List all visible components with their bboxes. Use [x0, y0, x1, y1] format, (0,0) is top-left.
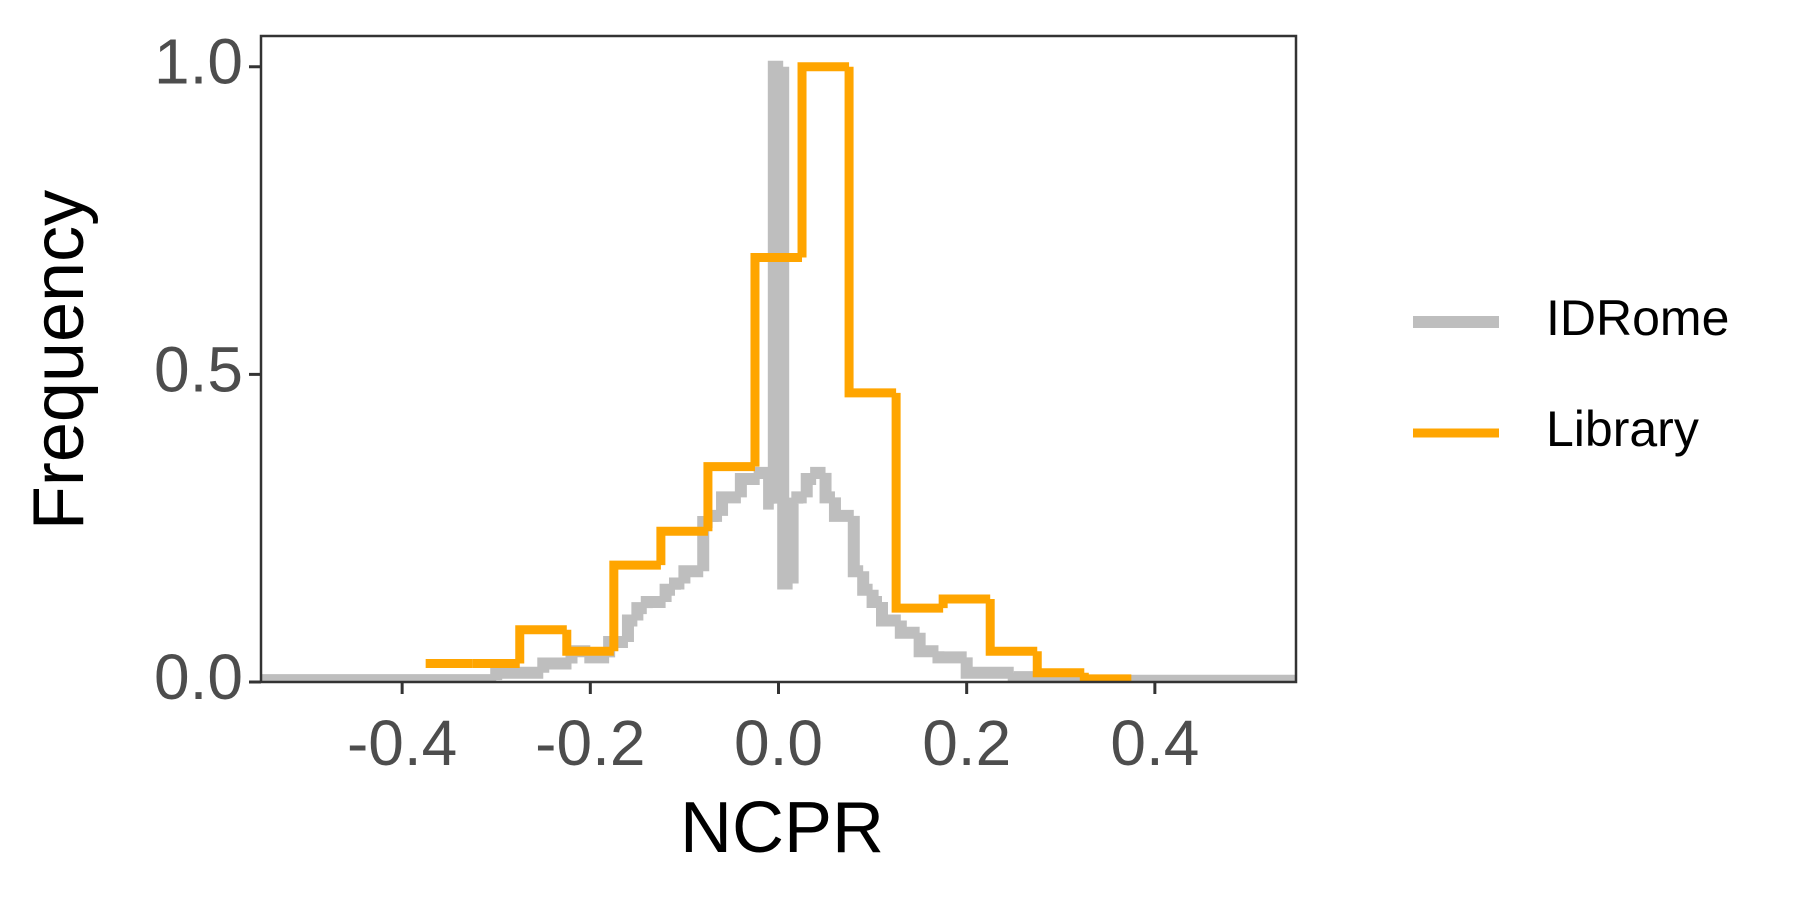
x-tick-label: -0.2 — [535, 707, 645, 779]
y-axis-title: Frequency — [19, 190, 99, 530]
histogram-step — [786, 497, 799, 584]
histogram-step — [800, 472, 817, 498]
histogram-step — [791, 491, 807, 504]
legend-label: IDRome — [1546, 290, 1729, 346]
histogram-step — [703, 462, 755, 532]
histogram-step — [866, 589, 882, 609]
histogram-step — [753, 466, 770, 479]
histogram-step — [669, 577, 685, 590]
x-tick-label: 0.4 — [1110, 707, 1199, 779]
histogram-step — [894, 620, 920, 639]
x-tick-label: -0.4 — [347, 707, 457, 779]
histogram-step — [716, 491, 741, 516]
histogram-step — [891, 392, 944, 613]
histogram-step — [819, 472, 835, 504]
histogram-step — [537, 657, 572, 673]
histogram-step — [490, 666, 544, 681]
histogram-step — [750, 252, 803, 467]
histogram-step — [857, 571, 873, 596]
histogram-step — [621, 614, 638, 643]
histogram-step — [659, 583, 675, 603]
histogram-step — [932, 651, 967, 664]
histogram-step — [734, 472, 760, 498]
histogram-step — [797, 62, 850, 258]
y-tick-label: 0.5 — [154, 333, 243, 405]
histogram-step — [828, 497, 854, 522]
histogram-step — [609, 560, 661, 652]
histogram-step — [960, 657, 1014, 679]
histogram-step — [515, 625, 567, 664]
y-tick-label: 1.0 — [154, 26, 243, 98]
histogram-step — [847, 515, 864, 578]
histogram-step — [1079, 672, 1132, 682]
y-tick-label: 0.0 — [154, 641, 243, 713]
histogram-step — [913, 632, 939, 658]
histogram-step — [777, 66, 793, 590]
plot-area — [261, 60, 1296, 682]
histogram-step — [810, 466, 826, 479]
histogram-step — [938, 594, 991, 609]
histogram-step — [985, 598, 1038, 656]
histogram-step — [631, 602, 647, 621]
histogram-step — [562, 629, 614, 656]
x-tick-label: 0.0 — [734, 707, 823, 779]
histogram-step — [640, 596, 666, 609]
histogram-step — [706, 509, 723, 523]
legend-label: Library — [1546, 401, 1699, 457]
histogram-step — [844, 66, 897, 398]
x-tick-label: 0.2 — [922, 707, 1011, 779]
histogram-step — [656, 526, 708, 566]
plot-frame — [259, 34, 1298, 684]
x-axis-title: NCPR — [680, 788, 884, 868]
histogram-step — [1032, 651, 1085, 678]
histogram-step — [876, 602, 901, 627]
histogram-step — [678, 565, 704, 584]
